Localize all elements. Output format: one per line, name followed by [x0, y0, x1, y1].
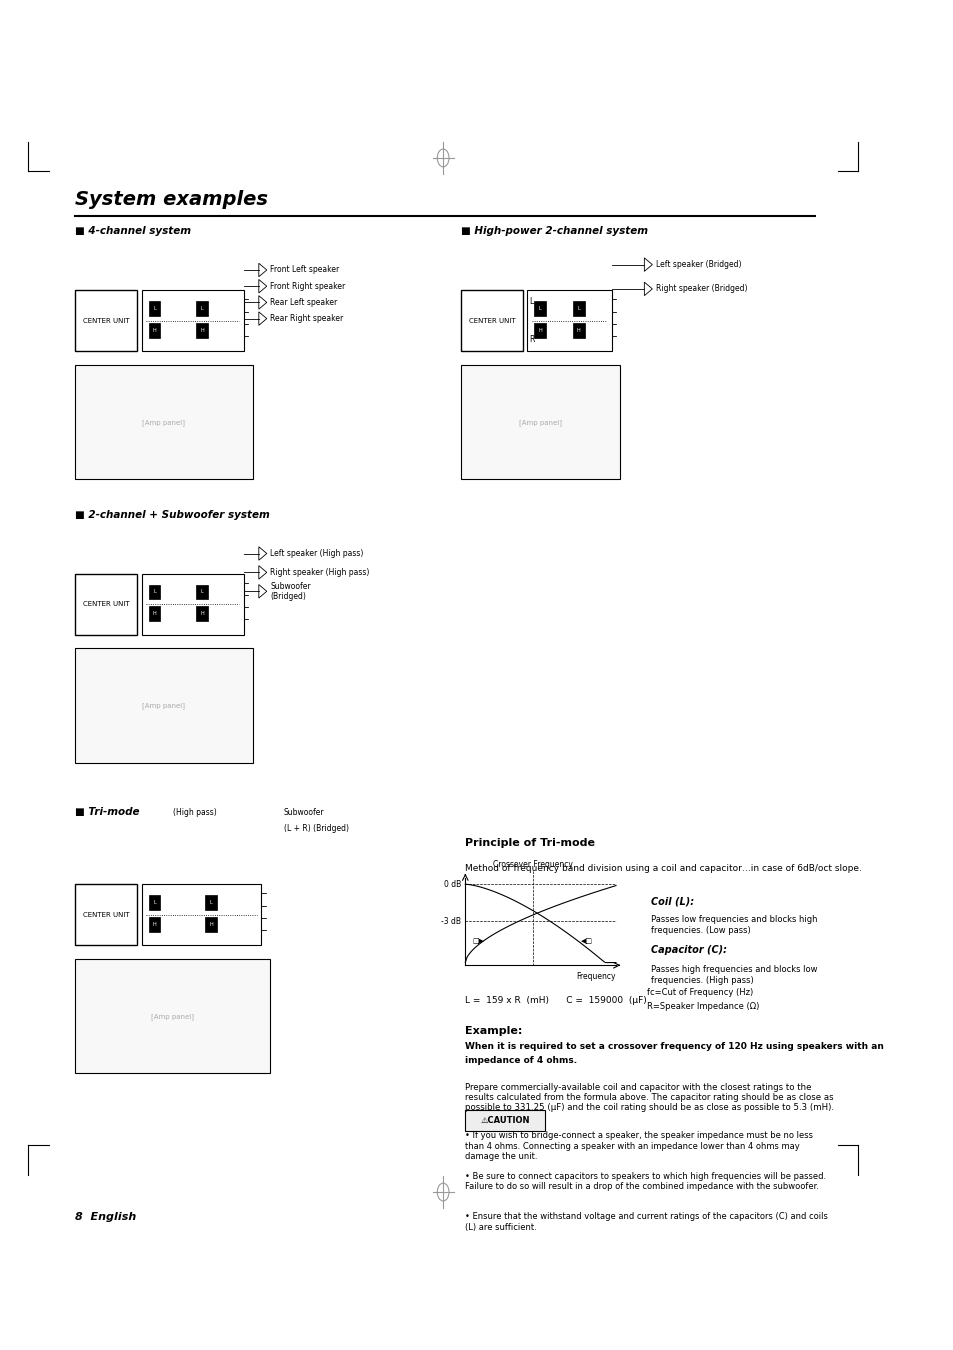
Text: fc=Cut of Frequency (Hz): fc=Cut of Frequency (Hz) — [646, 988, 753, 998]
Text: [Amp panel]: [Amp panel] — [518, 418, 561, 427]
Text: R=Speaker Impedance (Ω): R=Speaker Impedance (Ω) — [646, 1002, 759, 1011]
Bar — [75, 884, 137, 945]
Text: 8  English: 8 English — [75, 1212, 136, 1222]
Text: impedance of 4 ohms.: impedance of 4 ohms. — [465, 1056, 577, 1065]
Text: H: H — [152, 328, 156, 332]
Text: Right speaker (Bridged): Right speaker (Bridged) — [655, 285, 746, 293]
Bar — [149, 301, 160, 316]
Bar — [534, 323, 545, 338]
Text: Front Right speaker: Front Right speaker — [270, 282, 345, 290]
Bar — [573, 301, 584, 316]
Text: Right speaker (High pass): Right speaker (High pass) — [270, 568, 370, 576]
Text: L: L — [153, 900, 156, 904]
Text: L =  159 x R  (mH)      C =  159000  (μF): L = 159 x R (mH) C = 159000 (μF) — [465, 996, 646, 1006]
Text: Passes low frequencies and blocks high
frequencies. (Low pass): Passes low frequencies and blocks high f… — [651, 915, 817, 934]
Text: R: R — [529, 335, 534, 344]
Text: ■ 2-channel + Subwoofer system: ■ 2-channel + Subwoofer system — [75, 510, 270, 520]
Text: L: L — [153, 306, 156, 310]
Bar — [196, 301, 208, 316]
Text: Frequency: Frequency — [576, 972, 616, 981]
Text: Front Left speaker: Front Left speaker — [270, 266, 339, 274]
Text: Subwoofer
(Bridged): Subwoofer (Bridged) — [270, 582, 311, 601]
Text: Rear Left speaker: Rear Left speaker — [270, 298, 337, 306]
Text: L: L — [200, 306, 203, 310]
Bar — [142, 574, 243, 634]
Bar — [142, 884, 261, 945]
Text: H: H — [200, 612, 204, 616]
Text: L: L — [153, 590, 156, 594]
Text: Principle of Tri-mode: Principle of Tri-mode — [465, 838, 595, 848]
Text: When it is required to set a crossover frequency of 120 Hz using speakers with a: When it is required to set a crossover f… — [465, 1042, 883, 1052]
Text: Left speaker (Bridged): Left speaker (Bridged) — [655, 261, 740, 269]
Bar — [196, 585, 208, 599]
Bar — [460, 290, 522, 351]
Text: L: L — [210, 900, 213, 904]
Text: □▶: □▶ — [472, 938, 484, 944]
Text: Prepare commercially-available coil and capacitor with the closest ratings to th: Prepare commercially-available coil and … — [465, 1083, 834, 1112]
Bar — [149, 917, 160, 932]
Text: CENTER UNIT: CENTER UNIT — [83, 601, 130, 608]
Text: Rear Right speaker: Rear Right speaker — [270, 315, 343, 323]
Text: • If you wish to bridge-connect a speaker, the speaker impedance must be no less: • If you wish to bridge-connect a speake… — [465, 1131, 813, 1161]
Bar — [527, 290, 611, 351]
Bar — [75, 958, 270, 1073]
Bar — [149, 323, 160, 338]
Bar — [205, 895, 216, 910]
Text: ◀□: ◀□ — [580, 938, 592, 944]
Text: L: L — [538, 306, 541, 310]
Text: Crossover Frequency: Crossover Frequency — [493, 860, 573, 869]
Bar — [149, 585, 160, 599]
Text: L: L — [529, 297, 533, 306]
Text: 0 dB: 0 dB — [443, 880, 460, 888]
Text: [Amp panel]: [Amp panel] — [142, 703, 185, 710]
Text: (L + R) (Bridged): (L + R) (Bridged) — [283, 824, 348, 833]
Text: L: L — [577, 306, 579, 310]
Bar — [465, 1110, 544, 1131]
Bar — [75, 364, 253, 479]
Text: Capacitor (C):: Capacitor (C): — [651, 945, 727, 954]
Bar — [534, 301, 545, 316]
Bar — [149, 606, 160, 621]
Text: [Amp panel]: [Amp panel] — [142, 418, 185, 427]
Text: L: L — [200, 590, 203, 594]
Text: ■ Tri-mode: ■ Tri-mode — [75, 807, 140, 817]
Bar — [460, 364, 619, 479]
Text: H: H — [200, 328, 204, 332]
Text: Passes high frequencies and blocks low
frequencies. (High pass): Passes high frequencies and blocks low f… — [651, 965, 817, 984]
Text: ⚠CAUTION: ⚠CAUTION — [480, 1116, 530, 1125]
Bar — [205, 917, 216, 932]
Text: Method of frequency band division using a coil and capacitor…in case of 6dB/oct : Method of frequency band division using … — [465, 864, 862, 873]
Text: CENTER UNIT: CENTER UNIT — [468, 317, 515, 324]
Text: [Amp panel]: [Amp panel] — [152, 1012, 194, 1021]
Text: CENTER UNIT: CENTER UNIT — [83, 911, 130, 918]
Text: Coil (L):: Coil (L): — [651, 896, 694, 906]
Bar — [149, 895, 160, 910]
Text: H: H — [577, 328, 580, 332]
Text: H: H — [152, 612, 156, 616]
Bar — [196, 323, 208, 338]
Bar — [573, 323, 584, 338]
Bar — [75, 574, 137, 634]
Text: ■ 4-channel system: ■ 4-channel system — [75, 227, 192, 236]
Text: • Ensure that the withstand voltage and current ratings of the capacitors (C) an: • Ensure that the withstand voltage and … — [465, 1212, 827, 1231]
Text: H: H — [537, 328, 541, 332]
Bar — [75, 290, 137, 351]
Bar — [75, 648, 253, 763]
Bar — [142, 290, 243, 351]
Text: Left speaker (High pass): Left speaker (High pass) — [270, 549, 363, 558]
Text: ■ High-power 2-channel system: ■ High-power 2-channel system — [460, 227, 647, 236]
Text: (High pass): (High pass) — [172, 807, 216, 817]
Text: Subwoofer: Subwoofer — [283, 807, 324, 817]
Text: Example:: Example: — [465, 1026, 522, 1035]
Text: • Be sure to connect capacitors to speakers to which high frequencies will be pa: • Be sure to connect capacitors to speak… — [465, 1172, 825, 1191]
Text: System examples: System examples — [75, 190, 268, 209]
Text: -3 dB: -3 dB — [440, 917, 460, 926]
Bar — [196, 606, 208, 621]
Text: CENTER UNIT: CENTER UNIT — [83, 317, 130, 324]
Text: H: H — [152, 922, 156, 926]
Text: H: H — [209, 922, 213, 926]
